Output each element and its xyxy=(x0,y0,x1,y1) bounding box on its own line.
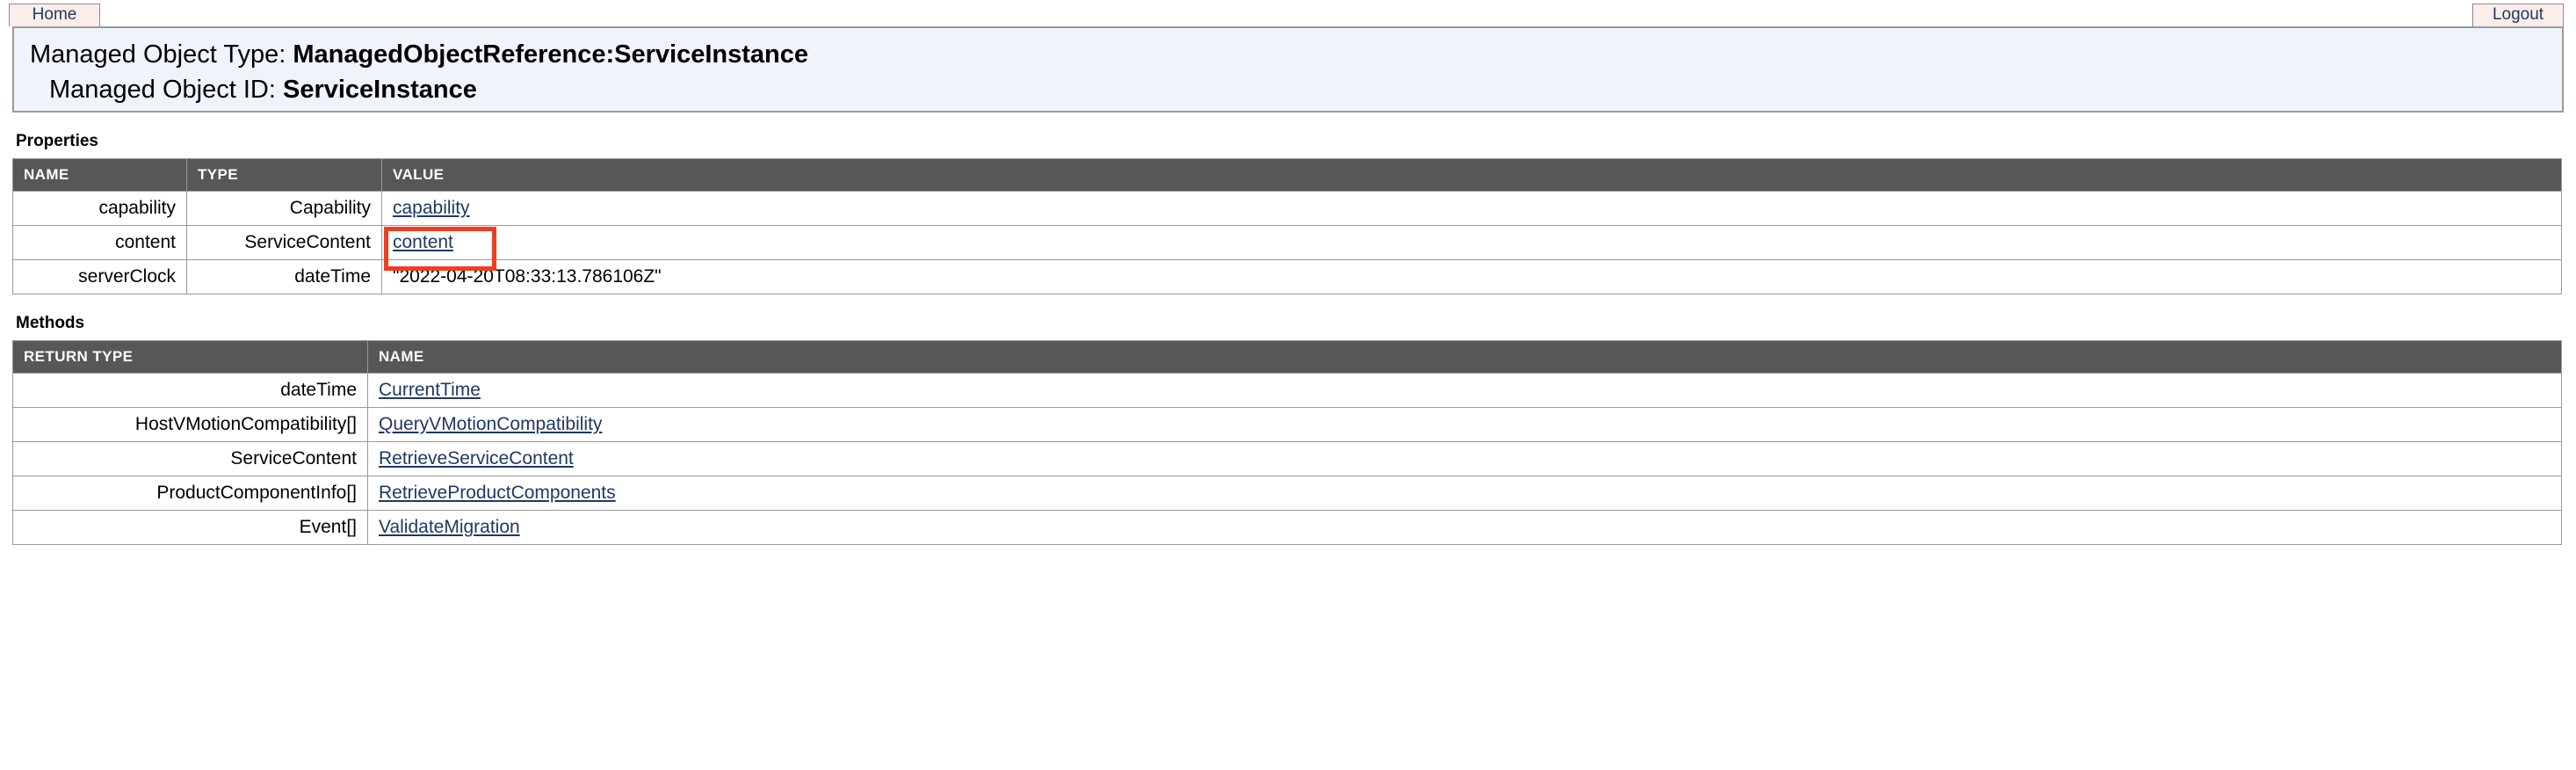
methods-body: dateTime CurrentTime HostVMotionCompatibil… xyxy=(12,373,2562,545)
method-name-cell[interactable]: RetrieveServiceContent xyxy=(367,441,2562,476)
method-name-cell[interactable]: QueryVMotionCompatibility xyxy=(367,407,2562,442)
method-name-cell[interactable]: CurrentTime xyxy=(367,373,2562,408)
methods-section-title: Methods xyxy=(16,314,85,332)
method-name-link[interactable]: RetrieveProductComponents xyxy=(379,483,616,503)
tab-logout[interactable]: Logout xyxy=(2472,4,2564,26)
table-row: serverClock dateTime "2022-04-20T08:33:13.… xyxy=(12,259,2562,294)
methods-col-name: NAME xyxy=(367,340,2562,374)
properties-col-value: VALUE xyxy=(381,158,2562,192)
methods-header-row: RETURN TYPE NAME xyxy=(12,340,2562,374)
methods-table: RETURN TYPE NAME dateTime CurrentTime Host… xyxy=(12,340,2562,545)
property-value-link[interactable]: content xyxy=(393,232,453,252)
method-return-type-cell: ProductComponentInfo[] xyxy=(12,476,368,511)
method-name-link[interactable]: CurrentTime xyxy=(379,380,481,400)
property-value-text: "2022-04-20T08:33:13.786106Z" xyxy=(393,266,662,287)
methods-col-return-type: RETURN TYPE xyxy=(12,340,368,374)
tab-strip: Home Logout xyxy=(0,0,2576,26)
property-name-cell: capability xyxy=(12,191,187,226)
property-name-cell: content xyxy=(12,225,187,260)
method-name-cell[interactable]: RetrieveProductComponents xyxy=(367,476,2562,511)
managed-object-header-panel: Managed Object Type: ManagedObjectRefere… xyxy=(12,26,2564,113)
tab-home[interactable]: Home xyxy=(9,4,100,26)
property-value-link[interactable]: capability xyxy=(393,198,470,218)
table-row: Event[] ValidateMigration xyxy=(12,510,2562,545)
properties-col-type: TYPE xyxy=(186,158,382,192)
method-name-link[interactable]: RetrieveServiceContent xyxy=(379,448,574,469)
table-row: ProductComponentInfo[] RetrieveProductCom… xyxy=(12,476,2562,511)
table-row: ServiceContent RetrieveServiceContent xyxy=(12,441,2562,476)
properties-header-row: NAME TYPE VALUE xyxy=(12,158,2562,192)
property-type-cell: dateTime xyxy=(186,259,382,294)
method-name-link[interactable]: ValidateMigration xyxy=(379,517,520,537)
managed-object-type-label: Managed Object Type: xyxy=(30,40,286,69)
managed-object-id-value: ServiceInstance xyxy=(282,76,477,104)
properties-table: NAME TYPE VALUE capability Capability capa… xyxy=(12,158,2562,294)
properties-table-wrapper: NAME TYPE VALUE capability Capability capa… xyxy=(12,158,2564,294)
properties-section-title: Properties xyxy=(16,132,98,150)
property-type-cell: ServiceContent xyxy=(186,225,382,260)
method-return-type-cell: ServiceContent xyxy=(12,441,368,476)
table-row: capability Capability capability xyxy=(12,191,2562,226)
method-name-cell[interactable]: ValidateMigration xyxy=(367,510,2562,545)
method-return-type-cell: Event[] xyxy=(12,510,368,545)
properties-body: capability Capability capability content Ser… xyxy=(12,191,2562,294)
managed-object-type-value: ManagedObjectReference:ServiceInstance xyxy=(293,40,809,69)
method-return-type-cell: HostVMotionCompatibility[] xyxy=(12,407,368,442)
table-row: HostVMotionCompatibility[] QueryVMotionCo… xyxy=(12,407,2562,442)
method-name-link[interactable]: QueryVMotionCompatibility xyxy=(379,414,603,434)
table-row: content ServiceContent content xyxy=(12,225,2562,271)
methods-table-wrapper: RETURN TYPE NAME dateTime CurrentTime Host… xyxy=(12,340,2564,545)
managed-object-id-label: Managed Object ID: xyxy=(49,76,276,104)
managed-object-type-line: Managed Object Type: ManagedObjectRefere… xyxy=(30,37,2562,72)
method-return-type-cell: dateTime xyxy=(12,373,368,408)
property-type-cell: Capability xyxy=(186,191,382,226)
property-name-cell: serverClock xyxy=(12,259,187,294)
properties-col-name: NAME xyxy=(12,158,187,192)
managed-object-id-line: Managed Object ID: ServiceInstance xyxy=(30,72,2562,107)
table-row: dateTime CurrentTime xyxy=(12,373,2562,408)
property-value-cell[interactable]: content xyxy=(381,225,2562,271)
property-value-cell[interactable]: capability xyxy=(381,191,2562,226)
property-value-cell: "2022-04-20T08:33:13.786106Z" xyxy=(381,259,2562,294)
